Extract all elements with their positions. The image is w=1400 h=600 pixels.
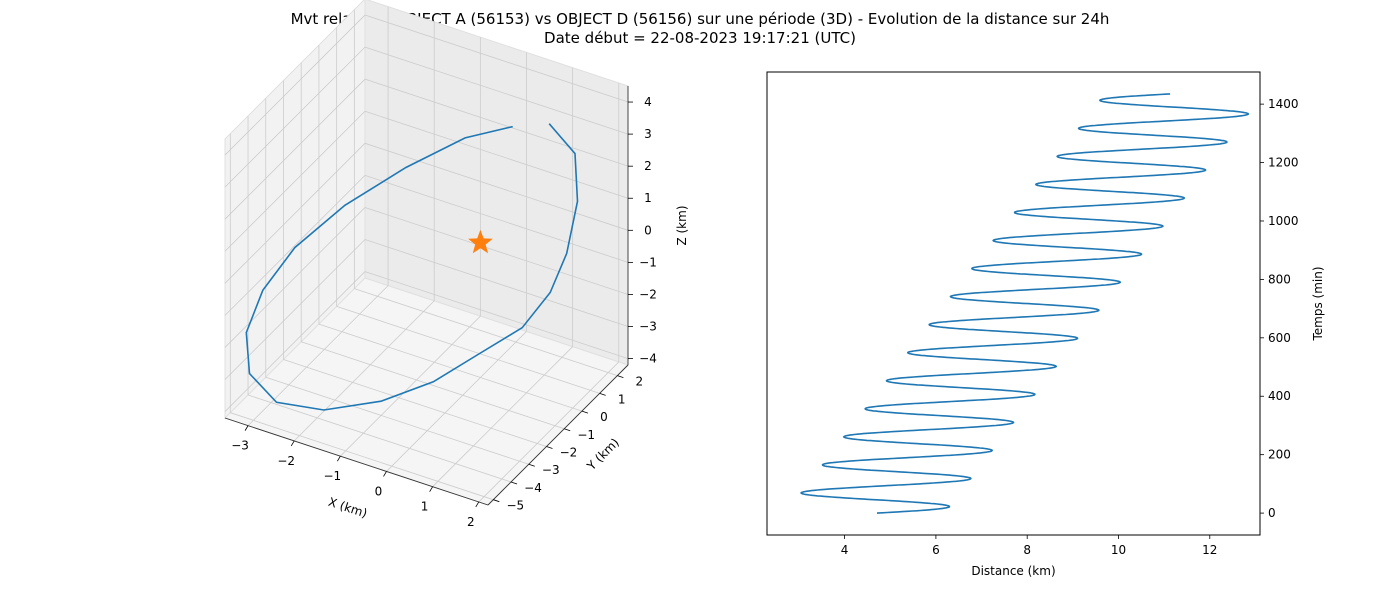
grid-y-floor [318, 323, 583, 412]
x-tick-label: 4 [841, 543, 849, 557]
y-tick-label: 1 [618, 392, 626, 406]
figure-title-line2: Date début = 22-08-2023 19:17:21 (UTC) [544, 29, 856, 47]
y-tick-label: −2 [560, 446, 578, 460]
grid-z-left [224, 46, 366, 188]
z-tick-label: 2 [644, 159, 652, 173]
y-tick-label: −5 [506, 499, 524, 513]
x-tick [290, 440, 295, 447]
grid-z-back [364, 46, 629, 135]
axes-ticks: 4 6 8 10 12 0 200 400 600 800 1000 1200 1400 [841, 97, 1299, 557]
grid-y-floor [283, 359, 547, 447]
x-tick-label: −2 [277, 454, 295, 468]
x-tick-label: 8 [1023, 543, 1031, 557]
y-tick-label: −3 [542, 463, 560, 477]
x-axis-label: Distance (km) [971, 564, 1055, 578]
y-tick-label: −4 [524, 481, 542, 495]
z-tick-label: −3 [639, 320, 657, 334]
trajectory-line [245, 123, 579, 411]
grid-z-left [224, 78, 366, 220]
grid-z-left [224, 175, 366, 316]
y-tick-label: 0 [1268, 506, 1276, 520]
y-tick [510, 481, 518, 485]
origin-star-marker [468, 229, 493, 254]
z-tick-label: 0 [644, 223, 652, 237]
x-axis-label: X (km) [327, 495, 369, 521]
x-tick [244, 425, 249, 431]
x-tick-label: 1 [421, 500, 429, 514]
grid-z-back [364, 78, 629, 167]
grid-z-left [224, 143, 366, 284]
y-tick-label: 400 [1268, 389, 1291, 403]
y-tick-label: 800 [1268, 272, 1291, 286]
y-tick [546, 446, 553, 449]
x-axis-line [224, 417, 489, 506]
grid-z-back [364, 110, 629, 199]
axes-grid [224, 6, 629, 503]
z-tick-label: 1 [644, 191, 652, 205]
y-tick [493, 499, 500, 503]
y-tick-label: 2 [636, 375, 644, 389]
x-tick [337, 455, 341, 462]
grid-y-floor [230, 412, 494, 501]
grid-z-back [364, 142, 629, 231]
grid-y-floor [354, 288, 618, 377]
y-tick [528, 463, 535, 467]
z-tick-label: −4 [639, 352, 657, 366]
z-axis-label: Z (km) [675, 205, 689, 245]
y-tick [599, 392, 606, 396]
x-tick [475, 501, 480, 508]
grid-y-floor [301, 341, 565, 430]
plot-frame [766, 71, 1261, 536]
grid-z-left [224, 207, 366, 348]
grid-y-floor [336, 305, 600, 394]
x-tick-label: 2 [467, 515, 475, 529]
z-tick-label: 3 [644, 127, 652, 141]
y-tick-label: −1 [577, 428, 595, 442]
y-tick-label: 600 [1268, 331, 1291, 345]
grid-z-back [364, 207, 629, 295]
z-tick-label: 4 [644, 95, 652, 109]
y-tick-label: 200 [1268, 448, 1291, 462]
y-tick [617, 375, 624, 379]
y-tick-label: 1200 [1268, 156, 1299, 170]
grid-z-back [364, 239, 629, 327]
x-tick [383, 471, 387, 477]
x-tick-label: 0 [375, 484, 383, 498]
x-tick-label: −1 [323, 469, 341, 483]
x-tick-label: 12 [1202, 543, 1217, 557]
z-tick-label: −2 [639, 287, 657, 301]
y-tick [581, 410, 589, 414]
grid-z-back [364, 14, 629, 103]
y-tick-label: 0 [600, 410, 608, 424]
y-tick-label: 1000 [1268, 214, 1299, 228]
y-tick-label: 1400 [1268, 97, 1299, 111]
x-tick-label: 10 [1111, 543, 1126, 557]
y-tick [564, 428, 571, 432]
grid-z-back [364, 174, 629, 263]
grid-z-left [224, 271, 366, 412]
grid-z-left [224, 110, 366, 252]
z-tick-label: −1 [639, 255, 657, 269]
distance-series-line [800, 93, 1249, 514]
y-axis-label: Temps (min) [1311, 266, 1325, 341]
grid-y-floor [265, 376, 529, 465]
grid-z-left [224, 14, 366, 156]
x-tick [429, 486, 433, 492]
grid-z-back [364, 271, 629, 359]
figure-title-line1: Mvt relatif de OBJECT A (56153) vs OBJEC… [290, 10, 1110, 28]
x-tick-label: −3 [231, 439, 249, 453]
grid-y-floor [247, 394, 512, 483]
x-tick-label: 6 [932, 543, 940, 557]
axes-panes [224, 0, 629, 506]
